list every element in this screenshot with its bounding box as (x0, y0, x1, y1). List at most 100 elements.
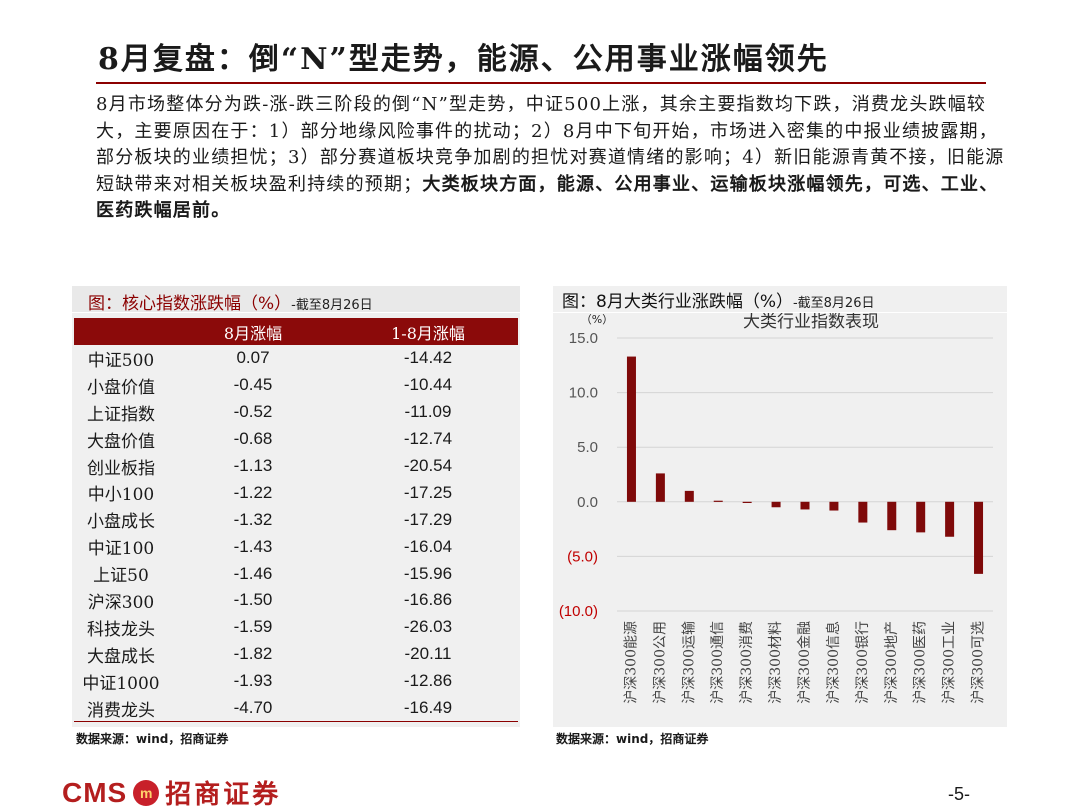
index-panel-header (72, 286, 520, 312)
y-tick-label: (5.0) (567, 548, 598, 565)
cell-ytd: -17.25 (403, 482, 453, 502)
cell-aug: -1.93 (233, 671, 273, 691)
cell-name: 上证50 (93, 566, 149, 587)
bar (771, 501, 781, 508)
cell-aug: -1.59 (233, 617, 273, 637)
x-tick-label: 沪深300信息 (825, 621, 842, 704)
y-tick-label: 5.0 (577, 439, 598, 456)
table-row: 中小100 -1.22 -17.25 (74, 479, 518, 506)
cell-name: 中证500 (87, 350, 155, 371)
bar (713, 500, 723, 502)
table-row: 科技龙头 -1.59 -26.03 (74, 614, 518, 641)
cell-aug: -1.46 (233, 563, 273, 583)
bar (829, 501, 839, 511)
cell-aug: -1.32 (233, 509, 273, 529)
cell-name: 小盘价值 (87, 377, 155, 398)
title-divider (96, 82, 986, 84)
cell-aug: -1.22 (233, 482, 273, 502)
x-tick-label: 沪深300消费 (739, 621, 755, 704)
summary-text: 8月市场整体分为跌-涨-跌三阶段的倒“N”型走势，中证500上涨，其余主要指数均… (96, 94, 1005, 195)
x-tick-label: 沪深300公用 (652, 621, 668, 704)
table-row: 小盘成长 -1.32 -17.29 (74, 506, 518, 533)
cell-name: 大盘成长 (87, 646, 155, 667)
x-tick-label: 沪深300金融 (797, 621, 813, 704)
y-tick-label: 10.0 (569, 385, 598, 402)
bar (945, 501, 955, 537)
x-tick-label: 沪深300通信 (710, 621, 726, 704)
cell-name: 中小100 (87, 485, 155, 506)
index-panel-subtitle: -截至8月26日 (291, 298, 373, 313)
x-tick-label: 沪深300可选 (971, 621, 987, 704)
cell-name: 科技龙头 (87, 619, 155, 640)
summary-paragraph: 8月市场整体分为跌-涨-跌三阶段的倒“N”型走势，中证500上涨，其余主要指数均… (96, 92, 1016, 225)
industry-bar-chart: 大类行业指数表现 （%） 15.0 10.0 5.0 0.0 (5.0) (10.0) 沪深30… (559, 313, 993, 704)
table-row: 上证指数 -0.52 -11.09 (74, 399, 518, 426)
bar (655, 473, 665, 502)
cell-ytd: -26.03 (403, 617, 453, 637)
index-table: 8月涨幅 1-8月涨幅 中证500 0.07 -14.42 小盘价值 -0.45 -10.… (74, 318, 518, 723)
industry-source: 数据来源：wind，招商证券 (556, 732, 709, 746)
table-row: 小盘价值 -0.45 -10.44 (74, 372, 518, 399)
bar (887, 501, 897, 531)
cell-ytd: -12.86 (403, 671, 453, 691)
x-tick-label: 沪深300能源 (623, 621, 639, 704)
cell-aug: -4.70 (168, 694, 338, 723)
cell-aug: -0.68 (233, 429, 273, 449)
logo-chinese: 招商证券 (165, 780, 282, 810)
industry-panel-title-text: 图：8月大类行业涨跌幅（%） (562, 292, 793, 312)
cell-name: 中证1000 (82, 673, 160, 694)
industry-panel-subtitle: -截至8月26日 (792, 296, 875, 311)
x-tick-label: 沪深300材料 (768, 621, 784, 704)
table-header-ytd: 1-8月涨幅 (338, 318, 518, 345)
cell-aug: -0.52 (233, 402, 273, 422)
x-tick-label: 沪深300运输 (681, 621, 697, 704)
cell-ytd: -20.54 (403, 456, 453, 475)
bar (974, 501, 984, 574)
cell-ytd: -15.96 (403, 563, 453, 583)
cell-name: 消费龙头 (74, 694, 168, 723)
index-table-panel (72, 313, 520, 727)
industry-panel-title: 图：8月大类行业涨跌幅（%）-截至8月26日 (562, 287, 874, 312)
table-row: 创业板指 -1.13 -20.54 (74, 453, 518, 480)
company-logo: CMS m 招商证券 (62, 774, 281, 811)
cell-aug: -0.45 (233, 375, 273, 395)
bar (916, 501, 926, 533)
y-tick-label: (10.0) (559, 603, 598, 620)
cell-ytd: -16.86 (403, 590, 453, 610)
cell-ytd: -20.11 (404, 644, 452, 664)
bar (684, 490, 694, 502)
table-row: 中证1000 -1.93 -12.86 (74, 668, 518, 695)
table-row: 沪深300 -1.50 -16.86 (74, 587, 518, 614)
table-row: 上证50 -1.46 -15.96 (74, 560, 518, 587)
index-panel-title: 图：核心指数涨跌幅（%）-截至8月26日 (88, 289, 373, 314)
y-tick-label: 0.0 (577, 494, 598, 511)
table-header-aug: 8月涨幅 (168, 318, 338, 345)
cell-ytd: -16.04 (403, 536, 453, 556)
page-title: 8月复盘：倒“N”型走势，能源、公用事业涨幅领先 (98, 42, 829, 77)
cell-ytd: -17.29 (403, 509, 453, 529)
chart-title: 大类行业指数表现 (743, 313, 879, 332)
cell-name: 大盘价值 (87, 431, 155, 452)
cell-ytd: -11.09 (404, 402, 452, 422)
x-tick-label: 沪深300银行 (855, 621, 871, 704)
cell-name: 中证100 (87, 539, 155, 560)
bar (626, 356, 636, 502)
table-row: 大盘价值 -0.68 -12.74 (74, 426, 518, 453)
index-panel-title-text: 图：核心指数涨跌幅（%） (88, 294, 292, 314)
table-row: 中证500 0.07 -14.42 (74, 345, 518, 372)
index-source: 数据来源：wind，招商证券 (76, 732, 229, 746)
table-row: 消费龙头 -4.70 -16.49 (74, 694, 518, 723)
y-tick-label: 15.0 (569, 330, 598, 347)
bar (800, 501, 810, 510)
cell-ytd: -14.42 (403, 348, 453, 368)
logo-text: CMS (62, 776, 128, 808)
x-tick-label: 沪深300医药 (913, 621, 929, 704)
table-row: 中证100 -1.43 -16.04 (74, 533, 518, 560)
cell-name: 上证指数 (87, 404, 155, 425)
bar (742, 501, 752, 503)
industry-panel-header (553, 286, 1007, 312)
table-row: 大盘成长 -1.82 -20.11 (74, 641, 518, 668)
logo-badge-icon: m (133, 779, 160, 806)
cell-name: 沪深300 (87, 592, 155, 613)
cell-aug: -1.82 (233, 644, 273, 664)
